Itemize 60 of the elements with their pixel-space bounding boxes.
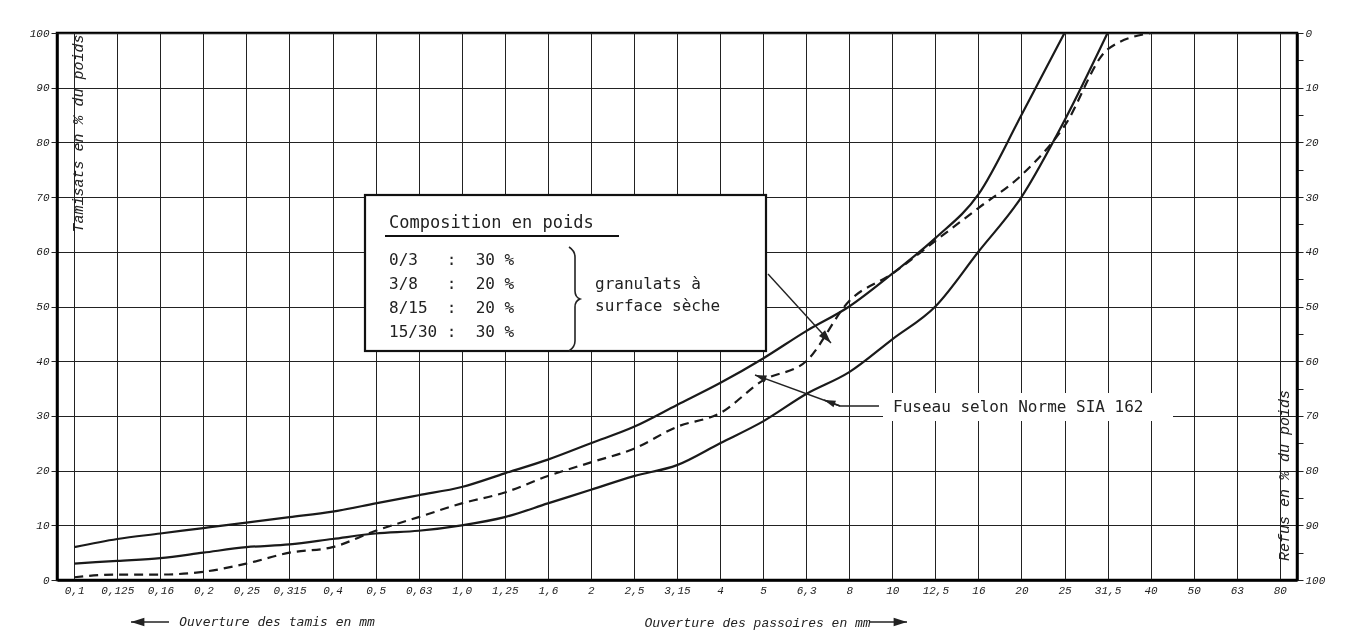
x-tick-label: 0,63 xyxy=(405,584,433,597)
x-axis-title: Ouverture des passoires en mm xyxy=(644,615,871,631)
x-tick-label: 8 xyxy=(846,584,854,597)
x-tick-label: 0,1 xyxy=(64,584,85,597)
y2-tick-label: 0 xyxy=(1305,27,1313,40)
y-tick-label: 80 xyxy=(36,136,50,149)
x-tick-label: 16 xyxy=(972,584,986,597)
y2-tick-label: 60 xyxy=(1305,355,1320,368)
y-tick-label: 0 xyxy=(42,574,50,587)
x-tick-label: 63 xyxy=(1230,584,1245,597)
annotation: granulats à surface sèche xyxy=(595,274,721,315)
annotation: 3/8 : 20 % xyxy=(389,274,515,293)
x-tick-label: 1,6 xyxy=(538,584,559,597)
y-tick-label: 50 xyxy=(36,301,50,313)
x-tick-label: 1,25 xyxy=(492,584,519,597)
y2-tick-label: 50 xyxy=(1305,301,1320,313)
y-tick-label: 70 xyxy=(36,191,50,204)
x-tick-label: 40 xyxy=(1144,584,1159,597)
x-tick-label: 0,315 xyxy=(273,584,307,597)
y-tick-label: 40 xyxy=(36,355,50,368)
x-tick-label: 0,25 xyxy=(233,584,261,597)
y2-tick-label: 80 xyxy=(1305,465,1320,478)
y2-tick-label: 100 xyxy=(1305,574,1326,587)
y-tick-label: 100 xyxy=(29,27,50,40)
x-tick-label: 0,16 xyxy=(147,584,175,597)
x-tick-label: 3,15 xyxy=(664,584,692,597)
x-tick-label: 2 xyxy=(588,584,596,597)
annotation: 8/15 : 20 % xyxy=(389,298,515,317)
x-tick-label: 12,5 xyxy=(922,584,950,597)
x-tick-label: 2,5 xyxy=(624,584,645,597)
y2-tick-label: 30 xyxy=(1305,191,1320,204)
annotation: 15/30 : 30 % xyxy=(389,322,515,341)
x-tick-label: 10 xyxy=(886,584,900,597)
x-tick-label: 0,2 xyxy=(193,584,215,597)
x-tick-label: 20 xyxy=(1015,584,1029,597)
y2-tick-label: 40 xyxy=(1305,246,1320,259)
annotation: 0/3 : 30 % xyxy=(389,250,515,269)
y2-tick-label: 10 xyxy=(1305,82,1320,95)
x-tick-label: 80 xyxy=(1273,584,1288,597)
x-tick-label: 0,5 xyxy=(366,584,387,597)
y-tick-label: 30 xyxy=(36,410,50,423)
x-tick-label: 5 xyxy=(760,584,768,597)
x-tick-label: 25 xyxy=(1058,584,1072,597)
y2-tick-label: 90 xyxy=(1305,519,1320,532)
x-tick-label: 31,5 xyxy=(1094,584,1122,597)
x-tick-label: 0,125 xyxy=(101,584,135,597)
annotation: Fuseau selon Norme SIA 162 xyxy=(893,397,1144,416)
text: Ouverture des tamis en mm xyxy=(179,614,375,629)
y2-tick-label: 20 xyxy=(1305,136,1320,149)
y-tick-label: 10 xyxy=(36,519,50,532)
y2-tick-label: 70 xyxy=(1305,410,1320,423)
x-tick-label: 50 xyxy=(1187,584,1202,597)
y-tick-label: 20 xyxy=(36,465,50,478)
x-tick-label: 4 xyxy=(717,584,724,597)
y-tick-label: 60 xyxy=(36,246,50,259)
x-tick-label: 0,4 xyxy=(323,584,343,597)
x-tick-label: 6,3 xyxy=(796,584,817,597)
y-tick-label: 90 xyxy=(36,82,50,95)
annotation: Composition en poids xyxy=(389,212,594,232)
x-tick-label: 1,0 xyxy=(452,584,473,597)
